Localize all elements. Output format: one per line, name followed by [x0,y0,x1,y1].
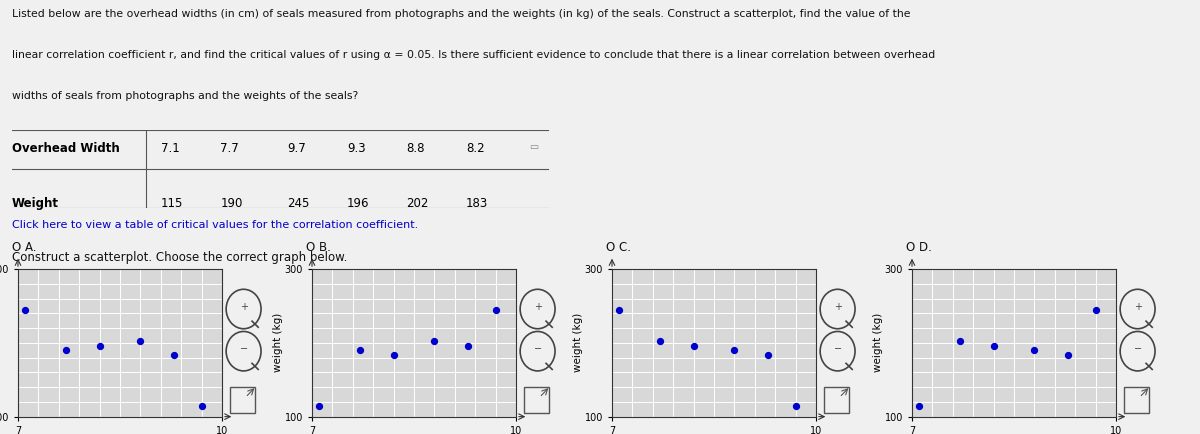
Text: 202: 202 [407,197,428,210]
Point [650,338,670,345]
Text: O D.: O D. [906,241,932,254]
Point [1058,352,1078,359]
Text: widths of seals from photographs and the weights of the seals?: widths of seals from photographs and the… [12,91,359,101]
Point [786,402,805,409]
Text: 7.7: 7.7 [221,142,239,155]
Point [90,342,109,349]
Text: +: + [1134,302,1141,312]
Text: 196: 196 [347,197,370,210]
Text: Overhead Width: Overhead Width [12,142,120,155]
Point [950,338,970,345]
Text: +: + [834,302,841,312]
Text: 9.7: 9.7 [287,142,306,155]
Point [610,306,629,313]
Point [350,347,370,354]
Text: +: + [240,302,247,312]
Y-axis label: weight (kg): weight (kg) [874,313,883,372]
Point [16,306,35,313]
Point [1025,347,1044,354]
Text: 9.3: 9.3 [347,142,366,155]
Text: 183: 183 [466,197,488,210]
Text: 190: 190 [221,197,242,210]
Text: −: − [534,344,541,354]
Text: O A.: O A. [12,241,36,254]
Text: 8.8: 8.8 [407,142,425,155]
Text: O C.: O C. [606,241,631,254]
Y-axis label: weight (kg): weight (kg) [274,313,283,372]
Text: 245: 245 [287,197,310,210]
Point [684,342,703,349]
Text: linear correlation coefficient r, and find the critical values of r using α = 0.: linear correlation coefficient r, and fi… [12,50,935,60]
Point [310,402,329,409]
Text: Construct a scatterplot. Choose the correct graph below.: Construct a scatterplot. Choose the corr… [12,251,347,264]
Y-axis label: weight (kg): weight (kg) [574,313,583,372]
Point [164,352,184,359]
Point [425,338,444,345]
Point [1086,306,1105,313]
Point [486,306,505,313]
Point [984,342,1003,349]
Text: −: − [240,344,247,354]
Text: O B.: O B. [306,241,331,254]
Point [56,347,76,354]
Text: −: − [1134,344,1141,354]
Point [192,402,211,409]
Point [131,338,150,345]
Text: 8.2: 8.2 [466,142,485,155]
Text: 7.1: 7.1 [161,142,180,155]
Point [384,352,403,359]
Text: Weight: Weight [12,197,59,210]
Text: 115: 115 [161,197,184,210]
Text: Listed below are the overhead widths (in cm) of seals measured from photographs : Listed below are the overhead widths (in… [12,9,911,19]
Point [758,352,778,359]
Point [458,342,478,349]
Point [910,402,929,409]
Text: ▭: ▭ [529,142,539,152]
Point [725,347,744,354]
Text: Click here to view a table of critical values for the correlation coefficient.: Click here to view a table of critical v… [12,220,419,230]
Text: +: + [534,302,541,312]
Text: −: − [834,344,841,354]
